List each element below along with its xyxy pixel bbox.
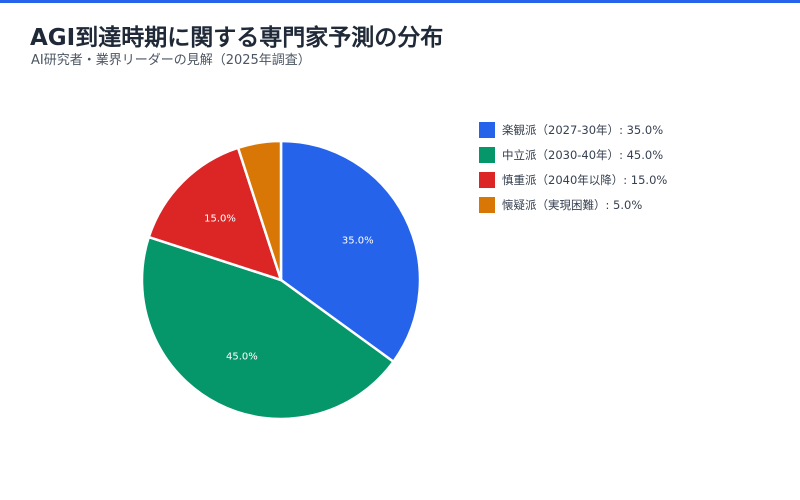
legend-item-cautious: 慎重派（2040年以降） : 15.0%: [479, 167, 667, 192]
legend: 楽観派（2027-30年） : 35.0% 中立派（2030-40年） : 45…: [479, 117, 667, 217]
legend-separator: :: [619, 122, 627, 137]
legend-value: 5.0%: [613, 197, 643, 212]
top-accent-bar: [0, 0, 800, 3]
legend-value: 15.0%: [630, 172, 668, 187]
chart-title: AGI到達時期に関する専門家予測の分布: [30, 25, 444, 51]
legend-swatch: [479, 196, 495, 213]
slice-data-label: 15.0%: [204, 214, 236, 225]
legend-item-neutral: 中立派（2030-40年） : 45.0%: [479, 142, 667, 167]
legend-label: 慎重派（2040年以降）: [502, 172, 624, 187]
legend-value: 35.0%: [626, 122, 664, 137]
slice-data-label: 35.0%: [342, 235, 374, 246]
legend-swatch: [479, 171, 495, 188]
slice-neutral: [140, 235, 395, 421]
legend-label: 懐疑派（実現困難）: [502, 197, 606, 212]
legend-swatch: [479, 146, 495, 163]
legend-item-optimistic: 楽観派（2027-30年） : 35.0%: [479, 117, 667, 142]
slice-data-label: 45.0%: [226, 351, 258, 362]
legend-separator: :: [605, 197, 614, 212]
slice-optimistic: [279, 139, 422, 363]
legend-value: 45.0%: [626, 147, 664, 162]
chart-subtitle: AI研究者・業界リーダーの見解（2025年調査）: [31, 53, 311, 68]
legend-separator: :: [619, 147, 627, 162]
legend-separator: :: [623, 172, 631, 187]
legend-label: 楽観派（2027-30年）: [502, 122, 620, 137]
legend-item-skeptical: 懐疑派（実現困難） : 5.0%: [479, 192, 667, 217]
legend-label: 中立派（2030-40年）: [502, 147, 620, 162]
slice-skeptical: [236, 139, 283, 282]
legend-swatch: [479, 121, 495, 138]
